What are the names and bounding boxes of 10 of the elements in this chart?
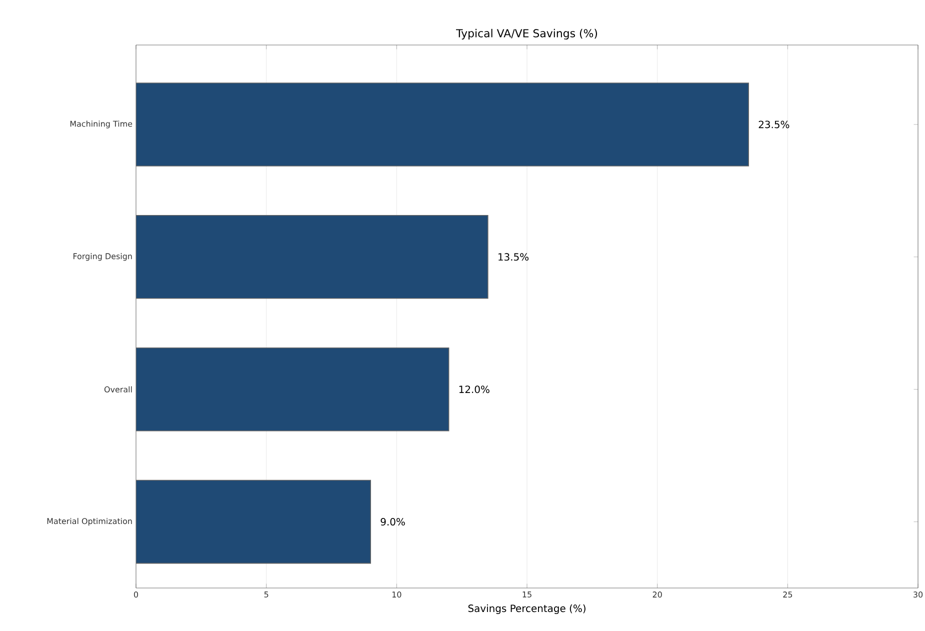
data-label: 9.0% — [380, 518, 405, 526]
bar — [136, 480, 372, 564]
data-label: 23.5% — [758, 120, 790, 128]
x-axis-title: Savings Percentage (%) — [468, 604, 586, 614]
data-label: 12.0% — [459, 386, 490, 394]
data-label: 13.5% — [498, 253, 529, 261]
bar — [136, 347, 450, 432]
chart-title: Typical VA/VE Savings (%) — [456, 28, 598, 40]
bar — [136, 82, 749, 166]
bar — [136, 215, 488, 299]
